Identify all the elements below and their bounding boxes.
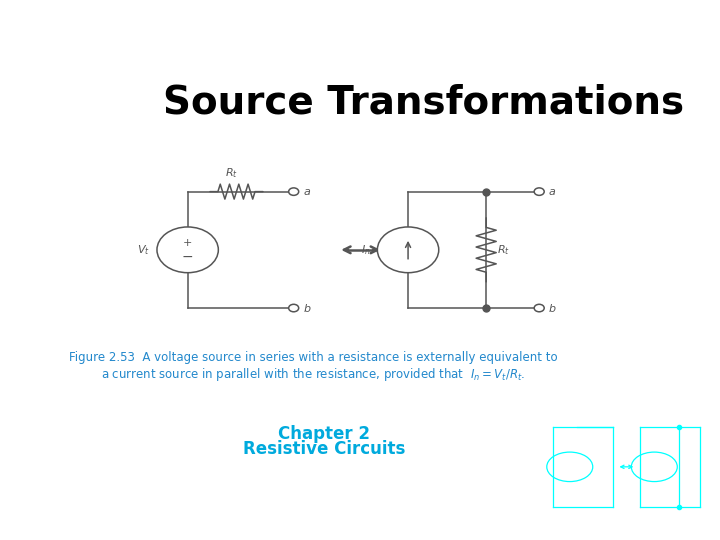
Text: $V_t$: $V_t$ — [138, 243, 150, 256]
Text: a current source in parallel with the resistance, provided that  $I_n = V_t/R_t$: a current source in parallel with the re… — [101, 366, 526, 383]
Text: $R_t$: $R_t$ — [225, 166, 238, 180]
Text: $b$: $b$ — [302, 302, 311, 314]
Text: $a$: $a$ — [302, 187, 310, 197]
Text: $R_t$: $R_t$ — [498, 243, 510, 256]
Circle shape — [534, 305, 544, 312]
Text: −: − — [182, 249, 194, 264]
Text: $b$: $b$ — [548, 302, 557, 314]
Text: Chapter 2: Chapter 2 — [279, 424, 370, 443]
Circle shape — [157, 227, 218, 273]
Circle shape — [289, 188, 299, 195]
Text: $I_n$: $I_n$ — [361, 243, 371, 256]
Circle shape — [377, 227, 438, 273]
Circle shape — [534, 188, 544, 195]
Text: Source Transformations: Source Transformations — [163, 83, 684, 121]
Text: Resistive Circuits: Resistive Circuits — [243, 441, 405, 458]
Circle shape — [289, 305, 299, 312]
Text: Figure 2.53  A voltage source in series with a resistance is externally equivale: Figure 2.53 A voltage source in series w… — [69, 352, 557, 365]
Text: +: + — [183, 238, 192, 248]
Text: $a$: $a$ — [548, 187, 556, 197]
